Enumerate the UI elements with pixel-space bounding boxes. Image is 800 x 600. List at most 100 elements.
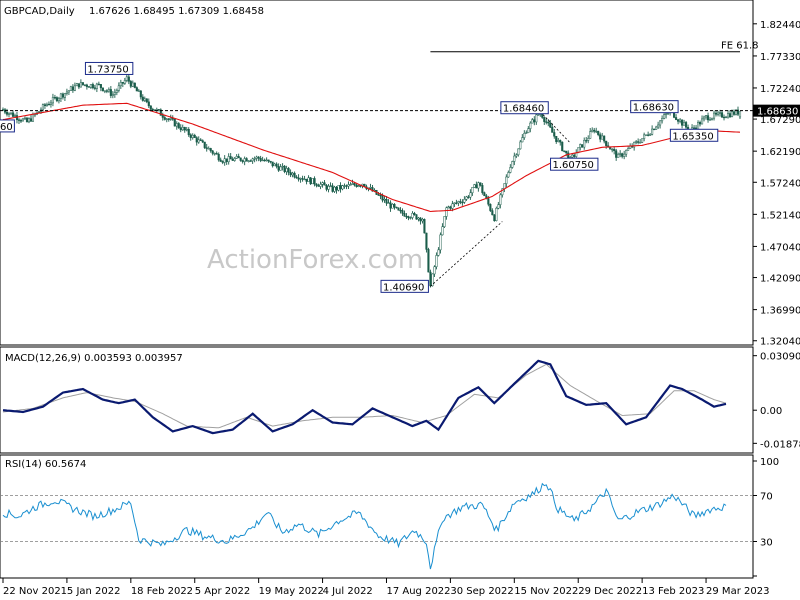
candle-body — [706, 115, 710, 121]
candle-body — [157, 109, 160, 111]
candle-body — [17, 119, 21, 121]
candle-body — [509, 167, 512, 173]
rsi-tick-label: 100 — [760, 457, 779, 468]
candle-body — [201, 140, 204, 143]
candle-body — [167, 118, 170, 120]
candle-body — [551, 126, 554, 133]
candle-body — [487, 198, 490, 205]
candle-body — [515, 154, 518, 157]
candle-body — [115, 90, 118, 93]
candle-body — [139, 90, 142, 98]
candle-body — [391, 203, 394, 209]
candle-body — [531, 119, 534, 124]
candle-body — [597, 130, 600, 135]
candle-body — [57, 98, 60, 102]
candle-body — [537, 114, 540, 116]
candle-body — [87, 86, 90, 88]
macd-tick-label: -0.018787 — [760, 439, 800, 450]
candle-body — [722, 116, 726, 119]
candle-body — [681, 119, 684, 126]
candle-body — [321, 182, 324, 185]
candle-body — [726, 113, 730, 118]
candle-body — [287, 168, 290, 173]
candle-body — [549, 122, 552, 128]
candle-body — [403, 213, 406, 217]
candle-body — [507, 172, 510, 178]
candle-body — [191, 135, 194, 138]
price-annotation-box — [550, 157, 599, 171]
candle-body — [385, 199, 388, 204]
candle-body — [583, 140, 586, 148]
candle-body — [453, 202, 456, 205]
candle-body — [675, 117, 678, 120]
candle-body — [237, 156, 240, 159]
candle-body — [423, 219, 426, 234]
candle-body — [445, 207, 448, 217]
candle-body — [605, 140, 608, 146]
candle-body — [579, 144, 582, 148]
candle-body — [712, 112, 716, 119]
candle-body — [389, 202, 392, 209]
candle-body — [161, 115, 164, 118]
price-overlay: FE 61.8 1.73750 1.68460 1.68630 1.65350 1.607… — [0, 41, 759, 293]
candle-body — [5, 111, 9, 115]
candle-body — [97, 83, 100, 86]
candle-body — [724, 116, 728, 119]
candle-body — [697, 122, 700, 130]
candle-body — [259, 157, 262, 161]
macd-signal-line — [2, 363, 727, 429]
candle-body — [617, 154, 620, 158]
candle-body — [111, 94, 114, 96]
candle-body — [501, 188, 504, 196]
candle-body — [47, 103, 50, 106]
candle-body — [255, 156, 258, 159]
candle-body — [69, 86, 72, 91]
price-tick-label: 1.57240 — [760, 178, 800, 189]
candle-body — [75, 83, 78, 87]
macd-line — [2, 359, 727, 435]
price-tick-label: 1.77330 — [760, 52, 800, 63]
candle-body — [245, 158, 248, 162]
candle-body — [293, 172, 296, 178]
candle-body — [337, 185, 340, 191]
candle-body — [181, 127, 184, 131]
candle-body — [701, 118, 704, 125]
candle-body — [535, 114, 538, 123]
candle-body — [45, 103, 48, 107]
candle-body — [732, 111, 736, 115]
candle-body — [625, 150, 628, 155]
candle-body — [153, 109, 156, 111]
candle-body — [421, 219, 424, 222]
candle-body — [545, 121, 548, 123]
macd-axis: 0.030908 0.00 -0.018787 — [753, 352, 800, 450]
candle-body — [603, 135, 606, 142]
candle-body — [449, 206, 452, 209]
candle-body — [677, 119, 680, 122]
candle-body — [399, 209, 402, 212]
candle-body — [77, 83, 80, 88]
candle-body — [647, 134, 650, 136]
candle-body — [615, 150, 618, 158]
candle-body — [627, 148, 630, 151]
price-tick-label: 1.36990 — [760, 306, 800, 317]
candle-body — [383, 199, 386, 201]
candle-body — [265, 159, 268, 162]
candle-body — [651, 128, 654, 135]
candle-body — [291, 172, 294, 176]
candle-body — [685, 122, 688, 128]
candle-body — [27, 118, 31, 123]
candle-body — [63, 93, 66, 98]
candle-body — [249, 160, 252, 162]
candle-body — [401, 210, 404, 214]
price-tick-label: 1.32040 — [760, 337, 800, 348]
candle-body — [61, 93, 64, 98]
candle-body — [407, 216, 410, 219]
candle-body — [91, 84, 94, 89]
candle-body — [31, 114, 35, 122]
candle-body — [665, 113, 668, 116]
candle-body — [297, 177, 300, 180]
candle-body — [543, 117, 546, 122]
candle-body — [339, 185, 342, 190]
macd-tick-label: 0.030908 — [760, 352, 800, 363]
